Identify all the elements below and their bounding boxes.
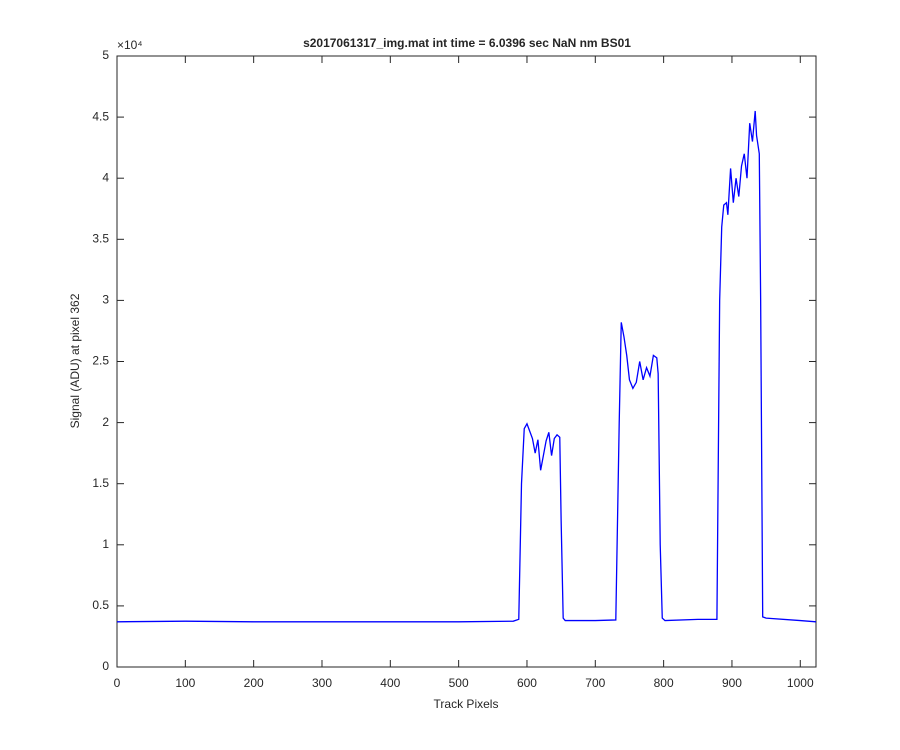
- chart-title: s2017061317_img.mat int time = 6.0396 se…: [303, 36, 631, 50]
- y-axis-label: Signal (ADU) at pixel 362: [68, 293, 82, 428]
- y-tick-label: 4: [102, 170, 109, 184]
- x-tick-label: 300: [312, 676, 332, 690]
- x-tick-label: 500: [449, 676, 469, 690]
- x-tick-label: 400: [380, 676, 400, 690]
- x-tick-label: 900: [722, 676, 742, 690]
- y-tick-label: 2.5: [92, 354, 109, 368]
- x-tick-label: 600: [517, 676, 537, 690]
- y-tick-label: 2: [102, 415, 109, 429]
- y-tick-label: 3: [102, 293, 109, 307]
- y-exponent-label: ×10⁴: [117, 38, 143, 52]
- y-tick-label: 0: [102, 659, 109, 673]
- y-tick-label: 3.5: [92, 231, 109, 245]
- y-tick-label: 5: [102, 48, 109, 62]
- y-tick-label: 1.5: [92, 476, 109, 490]
- x-axis-label: Track Pixels: [434, 697, 499, 711]
- x-tick-label: 200: [244, 676, 264, 690]
- y-tick-label: 0.5: [92, 598, 109, 612]
- x-tick-label: 800: [654, 676, 674, 690]
- y-tick-label: 1: [102, 537, 109, 551]
- y-tick-label: 4.5: [92, 109, 109, 123]
- x-tick-label: 1000: [787, 676, 814, 690]
- x-tick-label: 700: [585, 676, 605, 690]
- data-line: [116, 110, 817, 623]
- x-tick-label: 0: [114, 676, 121, 690]
- x-tick-label: 100: [175, 676, 195, 690]
